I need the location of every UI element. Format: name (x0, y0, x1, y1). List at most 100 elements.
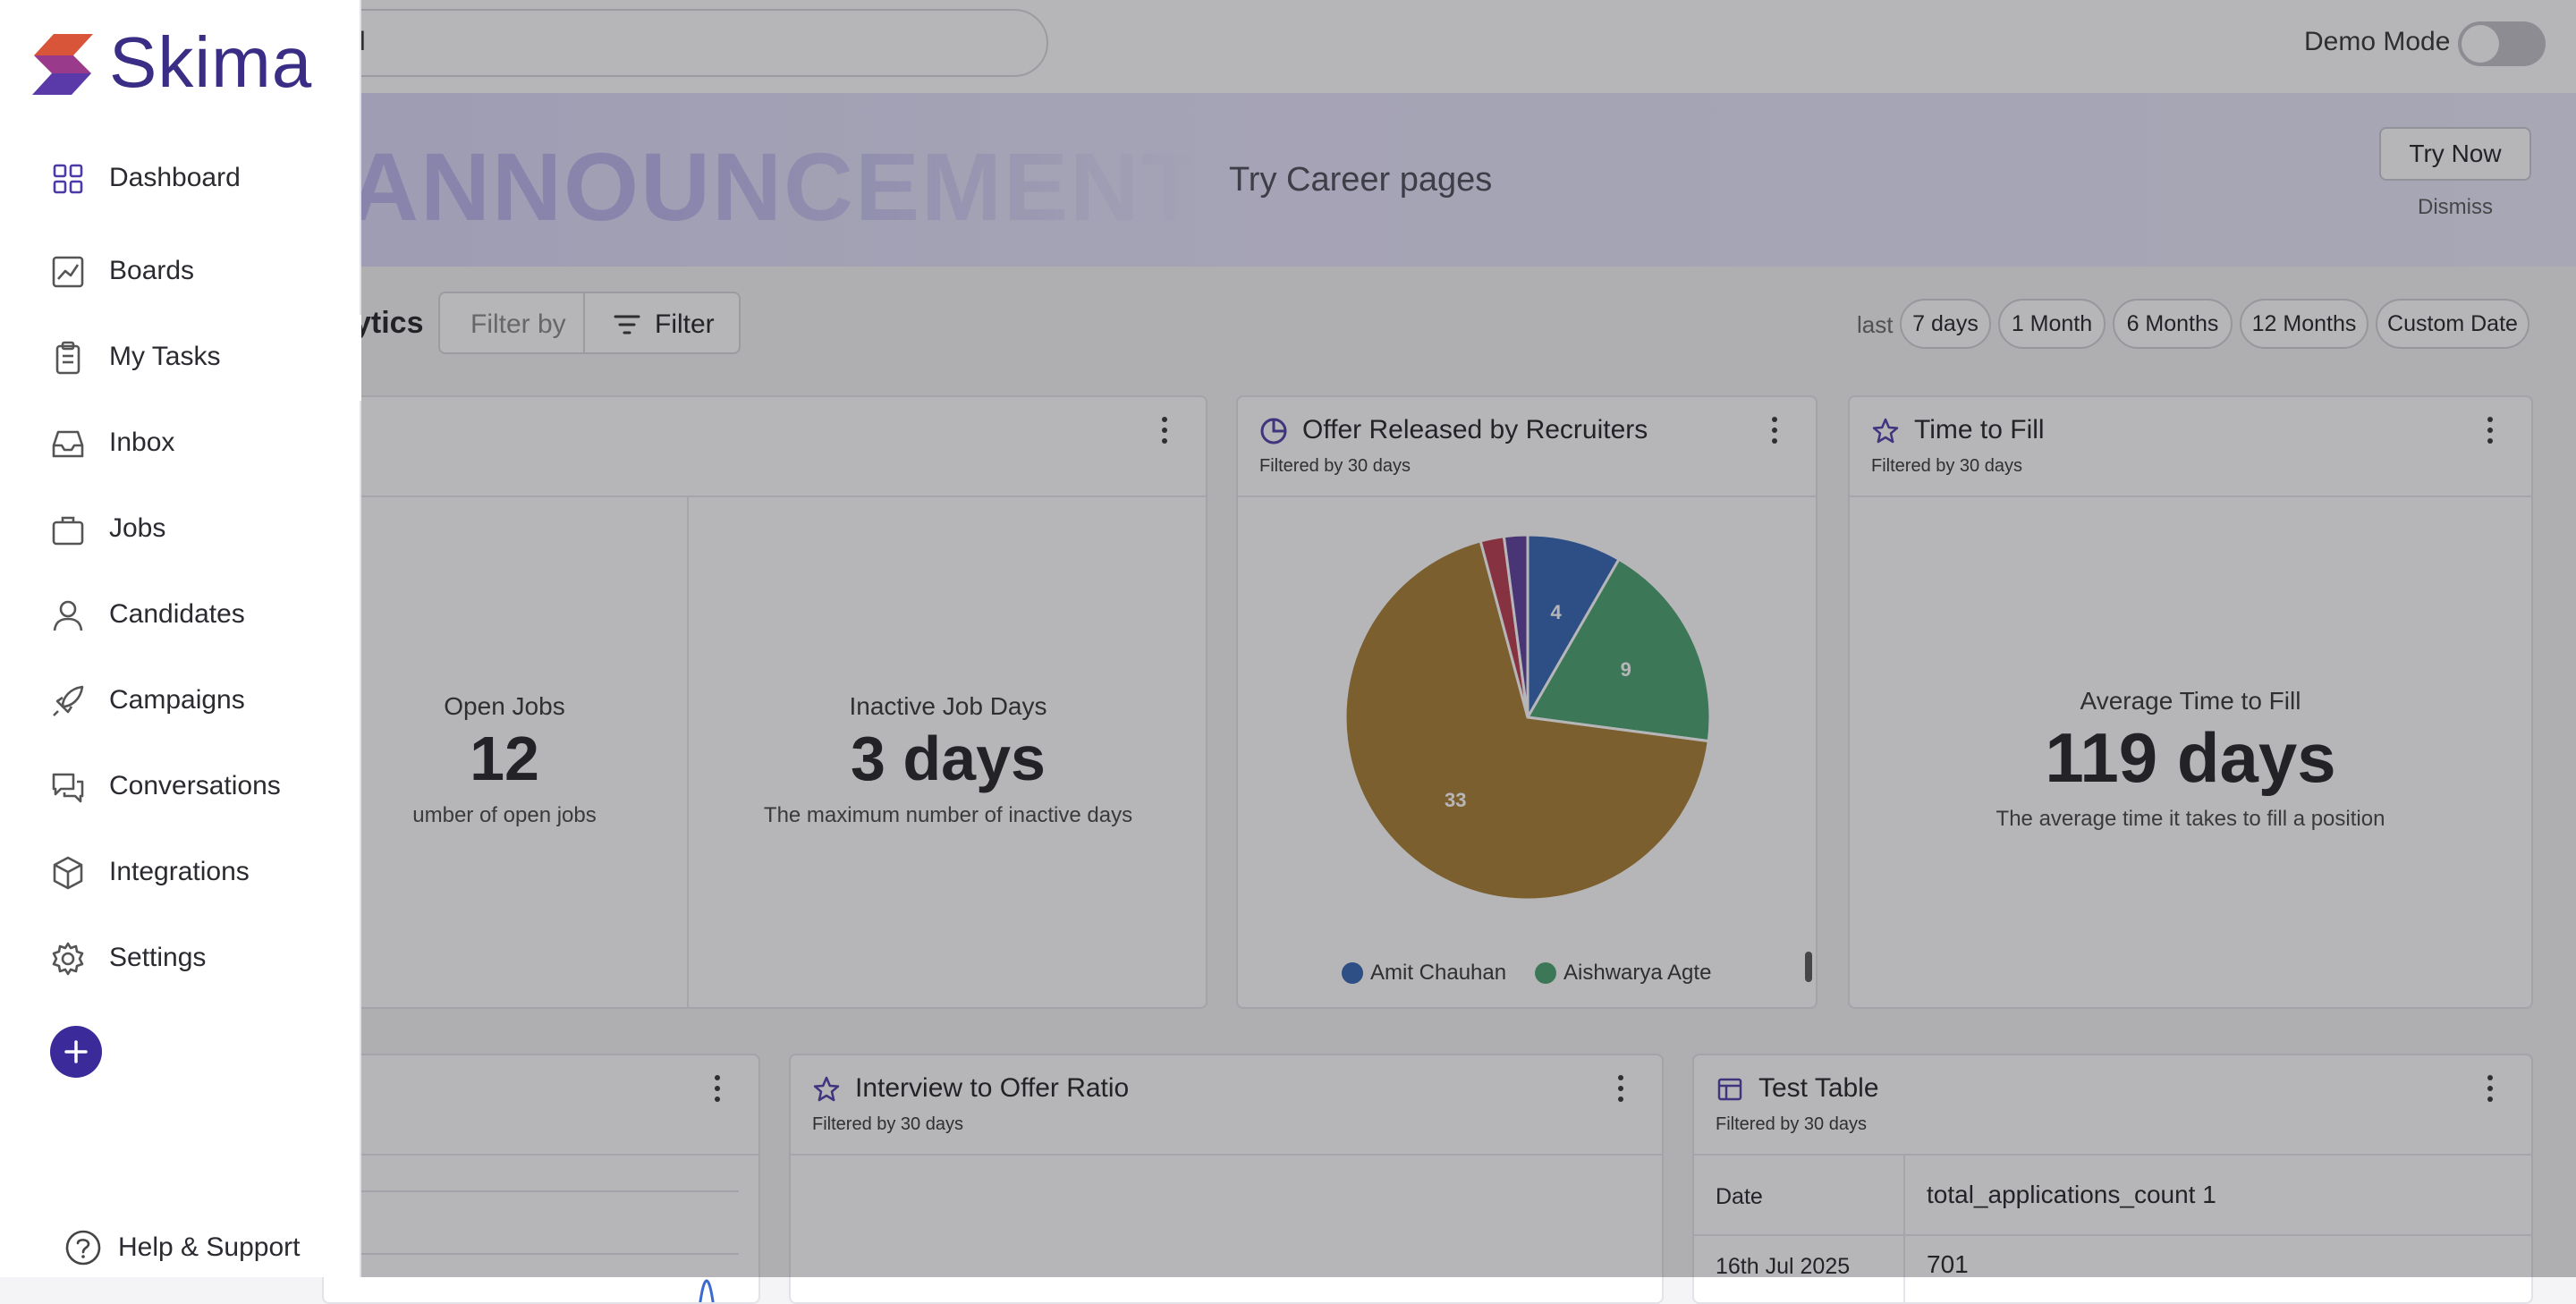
legend-label: Aishwarya Agte (1563, 961, 1712, 985)
sidebar-item-conversations[interactable]: Conversations (0, 744, 361, 830)
sidebar-item-integrations[interactable]: Integrations (0, 830, 361, 916)
sidebar-item-inbox[interactable]: Inbox (0, 401, 361, 487)
skima-logo-icon (27, 32, 98, 101)
banner-watermark: ANNOUNCEMENT (349, 132, 1202, 241)
range-last-label: last (1857, 311, 1894, 338)
sidebar-item-my-tasks[interactable]: My Tasks (0, 315, 361, 401)
sidebar-item-label: Inbox (109, 428, 175, 457)
search-input[interactable]: l (268, 9, 1048, 77)
inactive-days-label: Inactive Job Days (849, 692, 1047, 720)
card-subtitle: Filtered by 30 days (1871, 456, 2022, 476)
table-cell-date: 16th Jul 2025 (1716, 1254, 1851, 1279)
grid-icon (53, 164, 83, 194)
dismiss-link[interactable]: Dismiss (2418, 195, 2493, 219)
more-options-icon[interactable] (2486, 1075, 2495, 1102)
card-subtitle: Filtered by 30 days (1259, 456, 1411, 476)
briefcase-icon (52, 516, 84, 546)
more-options-icon[interactable] (2486, 417, 2495, 444)
legend-scrollbar[interactable] (1805, 952, 1812, 982)
pie-slice-label-0: 4 (1551, 601, 1563, 623)
legend-item-amit[interactable]: Amit Chauhan (1342, 961, 1506, 986)
modal-overlay[interactable] (0, 0, 2576, 1277)
card-header: Time to Fill Filtered by 30 days (1850, 397, 2531, 497)
card-header (324, 397, 1206, 497)
help-support-link[interactable]: Help & Support (64, 1229, 300, 1266)
range-7-days-button[interactable]: 7 days (1900, 299, 1991, 349)
more-options-icon[interactable] (1160, 417, 1169, 444)
pie-slice-1[interactable] (1525, 557, 1712, 743)
gear-icon (52, 942, 84, 976)
more-options-icon[interactable] (1616, 1075, 1625, 1102)
clipboard-icon (55, 341, 80, 375)
offers-pie-chart: 4 9 33 (1343, 533, 1712, 902)
add-button[interactable] (50, 1026, 102, 1078)
search-value: l (360, 27, 366, 56)
legend-item-aishwarya[interactable]: Aishwarya Agte (1535, 961, 1711, 986)
chart-icon (52, 256, 84, 288)
filter-button[interactable]: Filter (655, 309, 715, 339)
avg-time-to-fill-desc: The average time it takes to fill a posi… (1996, 807, 2385, 831)
card-title: Test Table (1758, 1073, 1879, 1103)
sidebar-item-dashboard[interactable]: Dashboard (0, 136, 361, 222)
range-custom-date-button[interactable]: Custom Date (2376, 299, 2529, 349)
table-cell-count: 701 (1927, 1250, 1969, 1278)
legend-swatch (1342, 962, 1363, 984)
metric-divider (687, 497, 689, 1007)
inactive-days-desc: The maximum number of inactive days (763, 803, 1133, 827)
pie-chart-icon (1259, 417, 1288, 450)
sidebar-item-label: Campaigns (109, 685, 245, 715)
table-header-count: total_applications_count 1 (1927, 1181, 2216, 1208)
banner-text: Try Career pages (1229, 161, 1493, 199)
sidebar-item-label: My Tasks (109, 342, 221, 371)
test-table-card: Test Table Filtered by 30 days Date tota… (1692, 1054, 2533, 1304)
top-bar: l Demo Mode (0, 0, 2576, 95)
table-row-divider (1694, 1234, 2531, 1236)
range-1-month-button[interactable]: 1 Month (1998, 299, 2106, 349)
user-icon (53, 600, 83, 631)
avg-time-to-fill-value: 119 days (2045, 718, 2336, 797)
range-12-months-button[interactable]: 12 Months (2240, 299, 2368, 349)
demo-mode-toggle[interactable] (2458, 21, 2546, 66)
plus-icon (64, 1040, 88, 1063)
help-support-label: Help & Support (118, 1232, 301, 1262)
try-now-button[interactable]: Try Now (2379, 127, 2531, 181)
filter-by-select[interactable]: Filter by (470, 309, 566, 339)
sidebar-item-campaigns[interactable]: Campaigns (0, 658, 361, 744)
more-options-icon[interactable] (713, 1075, 722, 1102)
table-icon (1716, 1075, 1744, 1108)
analytics-title: ytics (354, 306, 424, 340)
open-jobs-desc: umber of open jobs (412, 803, 597, 827)
interview-offer-card: Interview to Offer Ratio Filtered by 30 … (789, 1054, 1664, 1304)
filter-divider (583, 293, 585, 352)
filter-icon (614, 313, 640, 341)
sidebar-item-label: Conversations (109, 771, 281, 800)
sidebar-item-boards[interactable]: Boards (0, 229, 361, 315)
pie-slice-0[interactable] (1526, 533, 1622, 723)
rocket-icon (53, 685, 84, 716)
pie-slice-label-1: 9 (1621, 658, 1631, 681)
sidebar-item-candidates[interactable]: Candidates (0, 572, 361, 658)
jobs-metrics-card: Open Jobs 12 umber of open jobs Inactive… (322, 395, 1208, 1009)
sidebar-item-label: Jobs (109, 513, 166, 543)
open-jobs-label: Open Jobs (444, 692, 565, 720)
inactive-days-value: 3 days (851, 724, 1046, 793)
sidebar-item-label: Candidates (109, 599, 245, 629)
time-to-fill-card: Time to Fill Filtered by 30 days Average… (1848, 395, 2533, 1009)
legend-swatch (1535, 962, 1556, 984)
pie-slice-4[interactable] (1502, 533, 1530, 718)
inbox-icon (52, 430, 84, 458)
demo-mode-label: Demo Mode (2304, 27, 2451, 56)
sidebar-item-settings[interactable]: Settings (0, 916, 361, 1002)
range-6-months-button[interactable]: 6 Months (2113, 299, 2233, 349)
card-title: Offer Released by Recruiters (1302, 415, 1648, 445)
help-icon (65, 1230, 101, 1266)
card-subtitle: Filtered by 30 days (812, 1114, 963, 1134)
more-options-icon[interactable] (1770, 417, 1779, 444)
pie-slice-2[interactable] (1343, 539, 1710, 902)
sidebar-item-jobs[interactable]: Jobs (0, 487, 361, 572)
avg-time-to-fill-label: Average Time to Fill (2080, 687, 2301, 715)
card-header (324, 1055, 758, 1156)
trend-card (322, 1054, 760, 1304)
sidebar: Skima Dashboard Boards My Tasks Inbox Jo… (0, 0, 361, 1277)
